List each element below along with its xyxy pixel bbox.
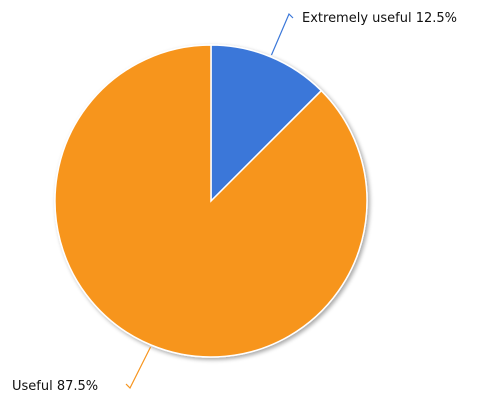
leader-lines — [125, 12, 294, 390]
pie-slice-useful — [54, 44, 368, 358]
leader-line-useful — [125, 346, 152, 390]
pie-slices — [54, 44, 368, 358]
slice-label-useful: Useful 87.5% — [12, 379, 98, 394]
slice-label-extremely-useful: Extremely useful 12.5% — [302, 11, 457, 26]
pie-slice-extremely-useful — [210, 44, 323, 203]
leader-line-extremely-useful — [270, 12, 294, 56]
slice-labels: Extremely useful 12.5% Useful 87.5% — [12, 11, 457, 394]
